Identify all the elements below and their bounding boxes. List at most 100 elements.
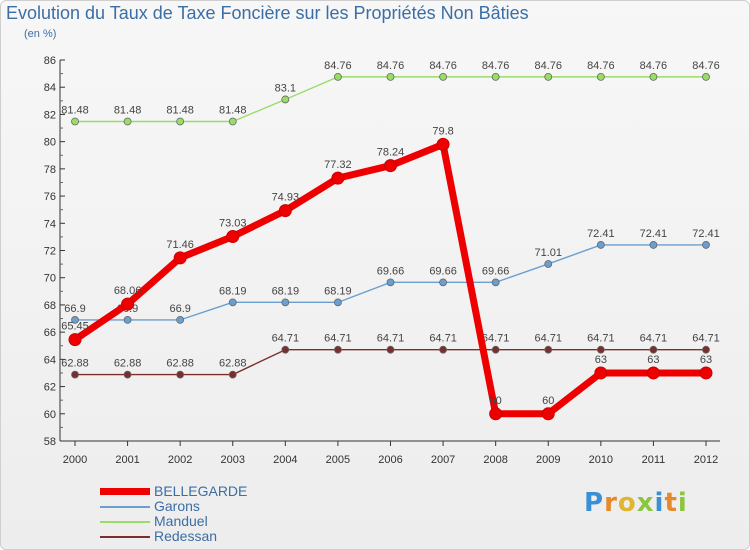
data-label: 68.06: [114, 285, 142, 297]
data-point: [596, 241, 605, 249]
data-point: [439, 72, 447, 81]
data-label: 60: [490, 395, 502, 407]
y-tick-label: 58: [44, 436, 56, 448]
data-point: [594, 366, 608, 380]
data-point: [596, 72, 605, 81]
data-point: [436, 137, 450, 151]
proxiti-logo: Proxiti: [584, 488, 688, 518]
data-label: 81.48: [219, 105, 247, 117]
y-tick-label: 76: [44, 191, 56, 203]
y-axis-unit: (en %): [24, 28, 57, 40]
data-label: 71.46: [166, 239, 194, 251]
y-tick-label: 74: [44, 218, 56, 230]
data-label: 71.01: [534, 247, 562, 259]
data-point: [173, 251, 187, 265]
x-tick-label: 2006: [378, 454, 402, 466]
data-point: [384, 159, 397, 173]
y-tick-label: 86: [44, 55, 56, 67]
data-point: [71, 315, 79, 324]
legend: BELLEGARDE Garons Manduel Redessan: [100, 484, 247, 544]
data-point: [649, 345, 658, 354]
data-label: 73.03: [219, 217, 247, 229]
data-label: 81.48: [114, 105, 142, 117]
x-tick-label: 2002: [168, 454, 192, 466]
data-label: 84.76: [429, 60, 457, 72]
data-label: 84.76: [587, 60, 615, 72]
data-label: 66.9: [64, 303, 85, 315]
data-point: [439, 345, 447, 354]
data-point: [334, 298, 342, 307]
y-tick-label: 82: [44, 109, 56, 121]
data-label: 84.76: [324, 60, 352, 72]
data-point: [544, 345, 553, 354]
data-label: 68.19: [219, 285, 247, 297]
data-point: [544, 72, 553, 81]
y-tick-label: 62: [44, 382, 56, 394]
y-tick-label: 68: [44, 300, 56, 312]
data-label: 64.71: [272, 333, 300, 345]
data-label: 78.24: [377, 147, 405, 159]
data-label: 64.71: [587, 333, 615, 345]
data-label: 64.71: [692, 333, 720, 345]
legend-label: Manduel: [154, 513, 208, 529]
legend-swatch: [100, 520, 150, 523]
legend-item-garons: Garons: [100, 499, 247, 514]
y-tick-label: 66: [44, 327, 56, 339]
data-point: [68, 333, 82, 347]
data-point: [331, 171, 345, 185]
y-tick-label: 60: [44, 409, 56, 421]
data-point: [541, 407, 555, 421]
data-point: [491, 345, 500, 354]
data-point: [386, 72, 395, 81]
data-point: [176, 315, 185, 324]
data-point: [386, 278, 395, 287]
x-tick-label: 2010: [589, 454, 613, 466]
data-label: 72.41: [640, 228, 668, 240]
legend-item-bellegarde: BELLEGARDE: [100, 484, 247, 499]
data-point: [334, 345, 342, 354]
data-label: 84.76: [377, 60, 405, 72]
legend-swatch: [100, 535, 150, 538]
data-point: [123, 315, 132, 324]
data-point: [176, 117, 185, 126]
data-point: [281, 298, 290, 307]
data-point: [491, 72, 500, 81]
data-label: 69.66: [482, 265, 510, 277]
data-label: 81.48: [166, 105, 194, 117]
x-tick-label: 2001: [115, 454, 139, 466]
data-point: [702, 241, 710, 249]
x-tick-label: 2011: [642, 454, 666, 466]
data-point: [649, 241, 658, 249]
data-label: 66.9: [169, 303, 190, 315]
x-tick-label: 2000: [63, 454, 87, 466]
data-point: [699, 366, 713, 380]
data-point: [228, 117, 237, 126]
data-point: [596, 345, 605, 354]
data-label: 62.88: [219, 358, 247, 370]
data-point: [121, 297, 135, 311]
legend-label: BELLEGARDE: [154, 483, 248, 499]
legend-item-manduel: Manduel: [100, 514, 247, 529]
data-label: 64.71: [324, 333, 352, 345]
data-label: 84.76: [482, 60, 510, 72]
data-label: 63: [647, 354, 659, 366]
legend-label: Redessan: [154, 528, 218, 544]
data-point: [226, 229, 240, 243]
x-tick-label: 2009: [536, 454, 560, 466]
data-point: [71, 370, 79, 379]
data-label: 69.66: [377, 265, 405, 277]
x-tick-label: 2003: [221, 454, 245, 466]
data-label: 64.71: [482, 333, 510, 345]
data-point: [228, 298, 237, 307]
data-point: [646, 366, 660, 380]
data-point: [71, 117, 79, 126]
data-label: 64.71: [429, 333, 457, 345]
data-point: [176, 370, 185, 379]
data-label: 84.76: [692, 60, 720, 72]
data-label: 81.48: [61, 105, 89, 117]
data-label: 84.76: [534, 60, 562, 72]
data-point: [123, 370, 132, 379]
data-point: [544, 260, 553, 268]
